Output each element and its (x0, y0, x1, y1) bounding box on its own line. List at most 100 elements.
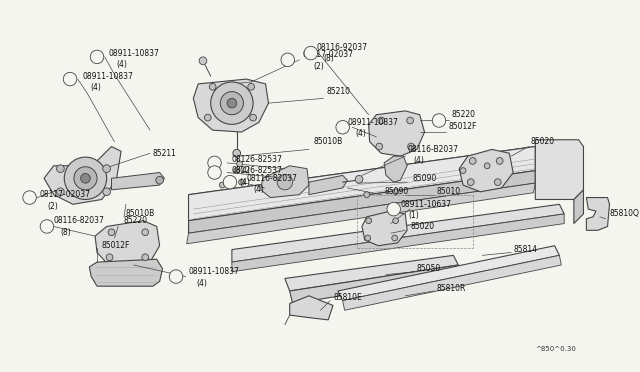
Text: B: B (45, 224, 49, 229)
Text: (4): (4) (239, 166, 250, 175)
Circle shape (366, 218, 372, 224)
Circle shape (156, 176, 163, 184)
Text: N: N (67, 77, 73, 81)
Polygon shape (44, 147, 121, 204)
Text: (1): (1) (408, 211, 419, 220)
Circle shape (237, 161, 243, 167)
Circle shape (365, 235, 371, 241)
Text: B: B (227, 180, 232, 185)
Text: 85010: 85010 (436, 187, 460, 196)
Circle shape (40, 220, 54, 233)
Circle shape (432, 114, 445, 127)
Circle shape (204, 114, 211, 121)
Circle shape (209, 83, 216, 90)
Text: N: N (340, 125, 346, 130)
Text: 85012F: 85012F (102, 241, 130, 250)
Text: 85220: 85220 (451, 110, 476, 119)
Circle shape (484, 163, 490, 169)
Text: 85814: 85814 (513, 245, 537, 254)
Text: B: B (308, 51, 314, 55)
Circle shape (81, 173, 90, 183)
Text: 85210: 85210 (326, 87, 350, 96)
Circle shape (355, 176, 363, 183)
Circle shape (234, 168, 239, 173)
Circle shape (208, 166, 221, 179)
Text: B: B (212, 170, 217, 175)
Text: 08911-10637: 08911-10637 (401, 200, 451, 209)
Text: (4): (4) (413, 157, 424, 166)
Text: (4): (4) (90, 83, 101, 92)
Circle shape (496, 158, 503, 164)
Text: 08911-10837: 08911-10837 (109, 49, 159, 58)
Circle shape (211, 82, 253, 124)
Polygon shape (290, 265, 461, 304)
Text: 85810E: 85810E (333, 293, 362, 302)
Polygon shape (193, 79, 269, 132)
Circle shape (393, 189, 399, 195)
Text: 85020: 85020 (531, 137, 555, 146)
Circle shape (64, 157, 107, 199)
Text: N: N (391, 206, 396, 212)
Text: B: B (285, 57, 290, 62)
Text: ^850^0.30: ^850^0.30 (535, 346, 576, 352)
Text: B: B (212, 160, 217, 166)
Text: 85090: 85090 (384, 187, 408, 196)
Text: (4): (4) (355, 129, 366, 138)
Text: N: N (173, 274, 179, 279)
Text: 85810R: 85810R (436, 283, 465, 293)
Text: 85810Q: 85810Q (609, 209, 639, 218)
Text: (4): (4) (239, 178, 250, 187)
Text: 08117-02037: 08117-02037 (302, 51, 353, 60)
Circle shape (239, 179, 244, 185)
Text: 85050: 85050 (417, 264, 441, 273)
Text: (8): (8) (60, 228, 71, 237)
Circle shape (106, 254, 113, 261)
Circle shape (408, 143, 415, 150)
Circle shape (364, 192, 370, 198)
Circle shape (393, 218, 399, 224)
Circle shape (169, 270, 183, 283)
Circle shape (469, 158, 476, 164)
Circle shape (378, 117, 385, 124)
Circle shape (103, 188, 111, 196)
Circle shape (90, 50, 104, 64)
Circle shape (63, 72, 77, 86)
Polygon shape (362, 211, 407, 246)
Circle shape (142, 229, 148, 235)
Polygon shape (189, 147, 545, 209)
Text: (2): (2) (47, 202, 58, 211)
Circle shape (56, 188, 64, 196)
Polygon shape (338, 246, 559, 301)
Polygon shape (260, 166, 309, 198)
Polygon shape (95, 221, 159, 269)
Circle shape (494, 179, 501, 186)
Polygon shape (232, 204, 564, 262)
Text: 08116-B2037: 08116-B2037 (407, 145, 458, 154)
Circle shape (460, 168, 466, 173)
Text: 08126-82537: 08126-82537 (232, 154, 283, 164)
Circle shape (406, 117, 413, 124)
Circle shape (248, 83, 255, 90)
Text: 08911-10837: 08911-10837 (348, 118, 398, 127)
Text: 85220: 85220 (124, 216, 148, 225)
Polygon shape (369, 111, 424, 156)
Polygon shape (290, 296, 333, 320)
Circle shape (208, 156, 221, 170)
Text: 85012F: 85012F (449, 122, 477, 131)
Text: (2): (2) (314, 62, 324, 71)
Text: 85090: 85090 (413, 174, 437, 183)
Circle shape (220, 92, 243, 115)
Polygon shape (309, 176, 348, 195)
Polygon shape (90, 259, 163, 286)
Circle shape (336, 121, 349, 134)
Polygon shape (384, 156, 407, 182)
Circle shape (103, 165, 111, 173)
Text: 85211: 85211 (153, 149, 177, 158)
Polygon shape (189, 147, 535, 221)
Circle shape (199, 57, 207, 65)
Text: (4): (4) (116, 60, 127, 69)
Text: 85010B: 85010B (314, 137, 343, 146)
Text: 08126-82537: 08126-82537 (232, 166, 283, 175)
Text: (4): (4) (196, 279, 207, 288)
Circle shape (387, 202, 401, 216)
